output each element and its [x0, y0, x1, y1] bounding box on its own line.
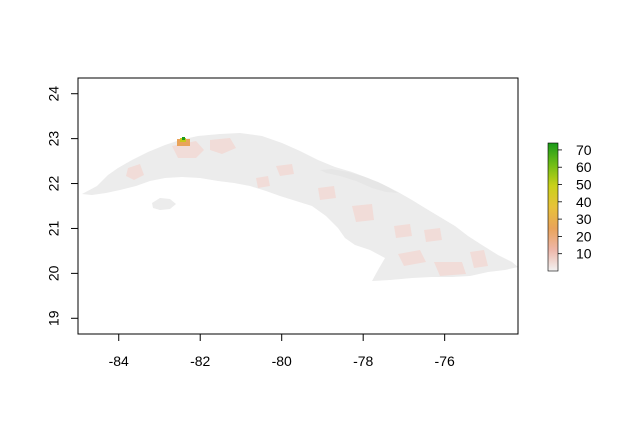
region: [276, 164, 294, 176]
y-tick-label: 23: [46, 131, 62, 147]
havana-hotspot: [177, 137, 190, 146]
y-tick-label: 19: [46, 310, 62, 326]
legend-label: 60: [576, 159, 592, 175]
region: [394, 224, 412, 238]
y-axis: 19 20 21 22 23 24: [46, 86, 79, 326]
legend-label: 20: [576, 228, 592, 244]
x-tick-label: -84: [109, 353, 129, 369]
region: [398, 250, 426, 266]
cuba-landmass: [82, 133, 518, 281]
northern-cays: [320, 169, 398, 193]
legend-label: 10: [576, 246, 592, 262]
x-tick-label: -80: [272, 353, 292, 369]
region: [210, 138, 236, 154]
region: [256, 176, 270, 188]
y-tick-label: 24: [46, 86, 62, 102]
isla-de-la-juventud: [152, 198, 176, 210]
hotspot-cell: [177, 139, 190, 146]
x-tick-label: -82: [190, 353, 210, 369]
region: [424, 228, 442, 242]
legend-colorbar: [547, 142, 559, 272]
municipal-regions: [126, 138, 488, 276]
legend-label: 70: [576, 142, 592, 158]
x-tick-label: -76: [435, 353, 455, 369]
y-tick-label: 21: [46, 220, 62, 236]
region: [352, 204, 374, 222]
plot-frame: [77, 77, 519, 335]
legend-label: 30: [576, 211, 592, 227]
legend-label: 50: [576, 177, 592, 193]
y-tick-label: 20: [46, 265, 62, 281]
hotspot-cell: [182, 137, 185, 140]
region: [126, 164, 144, 180]
x-axis: -84 -82 -80 -78 -76: [109, 333, 455, 369]
y-tick-label: 22: [46, 176, 62, 192]
x-tick-label: -78: [353, 353, 373, 369]
cuba-main-island: [82, 133, 518, 281]
region: [434, 262, 466, 276]
region: [470, 250, 488, 268]
legend-label: 40: [576, 194, 592, 210]
region: [318, 186, 336, 200]
